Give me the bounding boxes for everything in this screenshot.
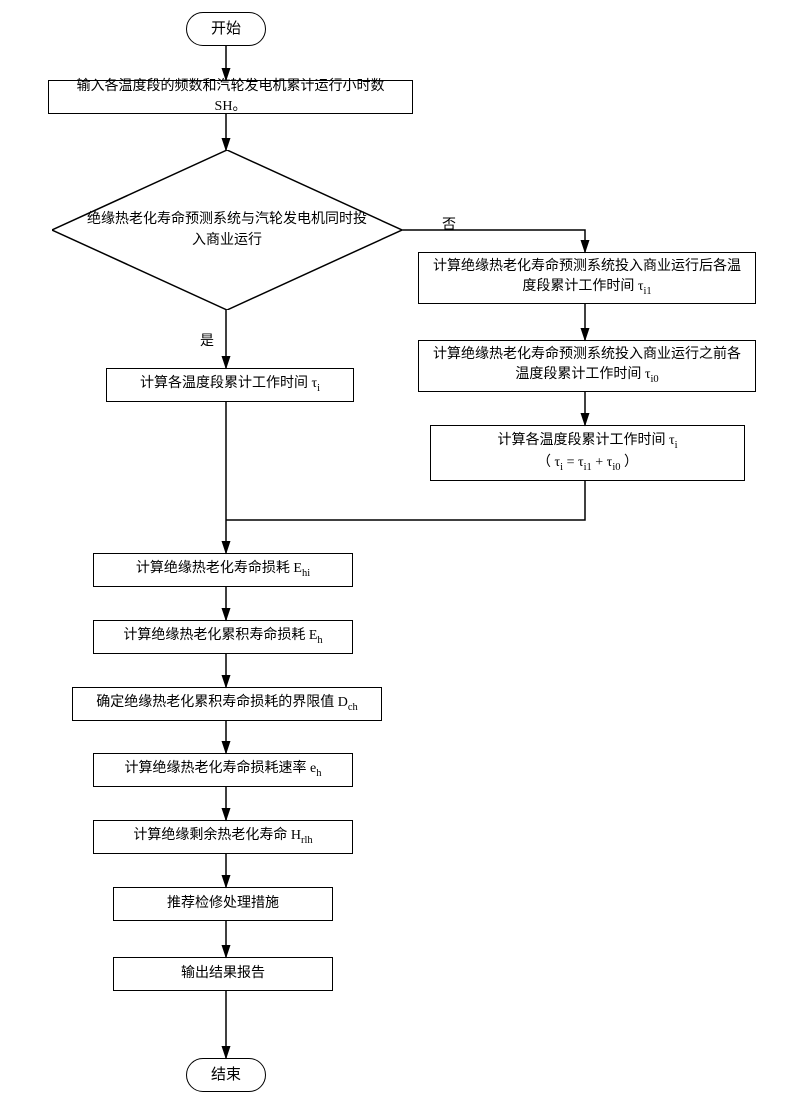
- right1-text: 计算绝缘热老化寿命预测系统投入商业运行后各温度段累计工作时间 τi1: [429, 257, 745, 299]
- input-text: 输入各温度段的频数和汽轮发电机累计运行小时数 SH。: [59, 77, 402, 116]
- end-terminal: 结束: [186, 1058, 266, 1092]
- start-terminal: 开始: [186, 12, 266, 46]
- end-label: 结束: [211, 1065, 241, 1086]
- step-dch: 确定绝缘热老化累积寿命损耗的界限值 Dch: [72, 687, 382, 721]
- right3-line1: 计算各温度段累计工作时间 τi: [497, 431, 677, 453]
- s3-text: 确定绝缘热老化累积寿命损耗的界限值 Dch: [96, 693, 358, 715]
- decision-node: 绝缘热老化寿命预测系统与汽轮发电机同时投入商业运行: [52, 150, 402, 310]
- s5-text: 计算绝缘剩余热老化寿命 Hrlh: [133, 826, 312, 848]
- step-eh: 计算绝缘热老化累积寿命损耗 Eh: [93, 620, 353, 654]
- s7-text: 输出结果报告: [181, 964, 265, 984]
- step-ehi: 计算绝缘热老化寿命损耗 Ehi: [93, 553, 353, 587]
- right-step-3: 计算各温度段累计工作时间 τi （ τi = τi1 + τi0 ）: [430, 425, 745, 481]
- right3-line2: （ τi = τi1 + τi0 ）: [537, 453, 638, 475]
- right-step-2: 计算绝缘热老化寿命预测系统投入商业运行之前各温度段累计工作时间 τi0: [418, 340, 756, 392]
- input-step: 输入各温度段的频数和汽轮发电机累计运行小时数 SH。: [48, 80, 413, 114]
- yes-label: 是: [198, 330, 216, 350]
- right2-text: 计算绝缘热老化寿命预测系统投入商业运行之前各温度段累计工作时间 τi0: [429, 345, 745, 387]
- step-eh-rate: 计算绝缘热老化寿命损耗速率 eh: [93, 753, 353, 787]
- no-label: 否: [440, 214, 458, 234]
- decision-text: 绝缘热老化寿命预测系统与汽轮发电机同时投入商业运行: [52, 209, 402, 251]
- s2-text: 计算绝缘热老化累积寿命损耗 Eh: [123, 626, 322, 648]
- step-output: 输出结果报告: [113, 957, 333, 991]
- s6-text: 推荐检修处理措施: [167, 894, 279, 914]
- left1-text: 计算各温度段累计工作时间 τi: [140, 374, 320, 396]
- s1-text: 计算绝缘热老化寿命损耗 Ehi: [136, 559, 310, 581]
- right-step-1: 计算绝缘热老化寿命预测系统投入商业运行后各温度段累计工作时间 τi1: [418, 252, 756, 304]
- step-hrlh: 计算绝缘剩余热老化寿命 Hrlh: [93, 820, 353, 854]
- step-recommend: 推荐检修处理措施: [113, 887, 333, 921]
- left-branch-step: 计算各温度段累计工作时间 τi: [106, 368, 354, 402]
- s4-text: 计算绝缘热老化寿命损耗速率 eh: [125, 759, 322, 781]
- start-label: 开始: [211, 19, 241, 40]
